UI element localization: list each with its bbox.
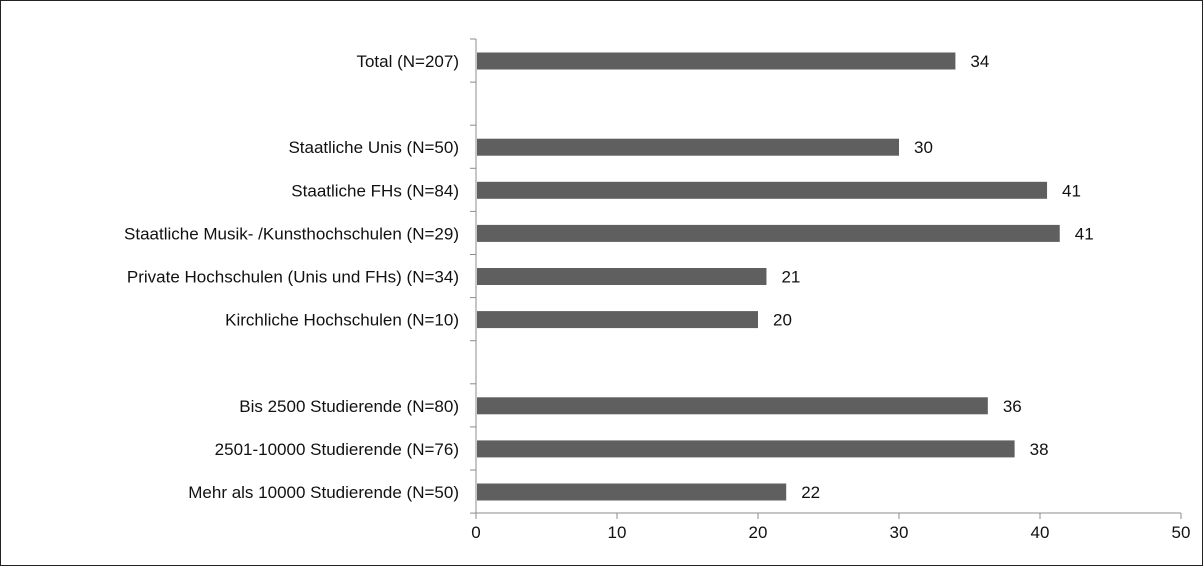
bar xyxy=(477,52,956,70)
bar-value-label: 41 xyxy=(1075,224,1094,243)
bar xyxy=(477,311,758,329)
bar-value-label: 38 xyxy=(1030,440,1049,459)
bar-value-label: 36 xyxy=(1003,397,1022,416)
bar-value-label: 21 xyxy=(781,268,800,287)
bar-value-label: 34 xyxy=(970,52,989,71)
category-label: Kirchliche Hochschulen (N=10) xyxy=(225,311,459,330)
x-tick-label: 40 xyxy=(1031,523,1050,542)
bar-value-label: 22 xyxy=(801,483,820,502)
bar-value-label: 41 xyxy=(1062,181,1081,200)
bar xyxy=(477,268,767,285)
x-tick-label: 0 xyxy=(471,523,480,542)
bar xyxy=(477,440,1015,458)
category-label: 2501-10000 Studierende (N=76) xyxy=(215,440,459,459)
category-label: Total (N=207) xyxy=(356,52,459,71)
bar-value-label: 30 xyxy=(914,138,933,157)
category-label: Private Hochschulen (Unis und FHs) (N=34… xyxy=(127,268,459,287)
x-tick-label: 20 xyxy=(749,523,768,542)
category-label: Staatliche Unis (N=50) xyxy=(288,138,459,157)
category-label: Mehr als 10000 Studierende (N=50) xyxy=(188,483,459,502)
x-tick-label: 30 xyxy=(890,523,909,542)
bar-value-label: 20 xyxy=(773,311,792,330)
category-label: Staatliche FHs (N=84) xyxy=(291,181,459,200)
bar xyxy=(477,224,1060,242)
category-label: Bis 2500 Studierende (N=80) xyxy=(239,397,459,416)
bar xyxy=(477,483,787,501)
x-tick-label: 10 xyxy=(608,523,627,542)
category-label: Staatliche Musik- /Kunsthochschulen (N=2… xyxy=(124,224,459,243)
bar xyxy=(477,138,899,156)
x-tick-label: 50 xyxy=(1172,523,1191,542)
bar xyxy=(477,397,988,415)
bar xyxy=(477,181,1048,199)
